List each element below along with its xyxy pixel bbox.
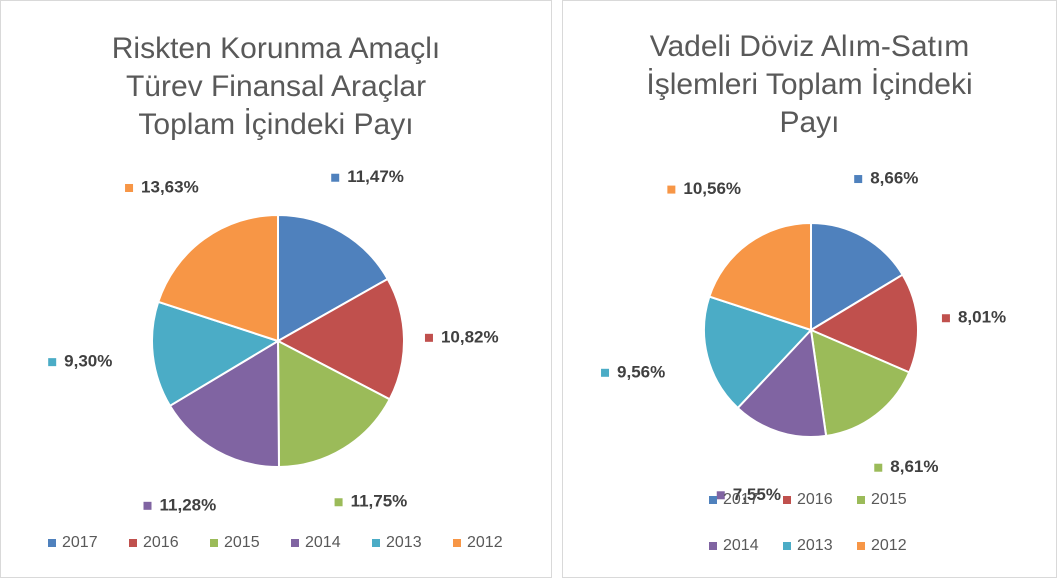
- legend-label: 2017: [62, 534, 98, 551]
- chart: Riskten Korunma Amaçlı Türev Finansal Ara…: [0, 0, 552, 578]
- data-label: 9,30%: [64, 352, 112, 371]
- label-marker: [667, 185, 676, 194]
- legend-swatch: [291, 539, 299, 547]
- legend-label: 2016: [143, 534, 179, 551]
- chart-title: Türev Finansal Araçlar: [126, 70, 426, 103]
- pie-slice: [277, 213, 390, 343]
- chart: Vadeli Döviz Alım-Satım İşlemleri Toplam …: [562, 0, 1057, 578]
- data-label: 11,28%: [160, 495, 217, 514]
- label-marker: [334, 498, 343, 507]
- label-marker: [424, 333, 433, 342]
- legend-swatch: [709, 496, 717, 504]
- pie-slice: [736, 327, 828, 438]
- label-marker: [874, 463, 883, 472]
- legend-swatch: [709, 542, 717, 550]
- label-marker: [48, 358, 57, 367]
- data-label: 10,82%: [441, 327, 499, 346]
- legend-label: 2015: [224, 534, 260, 551]
- legend-label: 2012: [467, 534, 503, 551]
- data-label: 10,56%: [683, 179, 741, 198]
- legend-label: 2014: [305, 534, 341, 551]
- data-label: 8,66%: [870, 169, 918, 188]
- chart-title: Toplam İçindeki Payı: [138, 108, 413, 141]
- label-marker: [854, 175, 863, 184]
- legend-swatch: [453, 539, 461, 547]
- legend-swatch: [857, 496, 865, 504]
- pie-slice: [151, 300, 281, 408]
- legend-label: 2017: [723, 491, 759, 508]
- legend-swatch: [210, 539, 218, 547]
- data-label: 8,01%: [958, 308, 1006, 327]
- pie-slice: [810, 221, 904, 332]
- data-label: 11,47%: [347, 167, 404, 186]
- data-label: 7,55%: [733, 485, 781, 504]
- legend-swatch: [372, 539, 380, 547]
- pie-slice: [708, 221, 812, 332]
- data-label: 13,63%: [141, 177, 199, 196]
- pie-slice: [703, 295, 813, 410]
- pie-slice: [275, 277, 405, 401]
- label-marker: [716, 491, 725, 500]
- legend-swatch: [783, 496, 791, 504]
- pie-slice: [809, 328, 911, 438]
- legend-swatch: [48, 539, 56, 547]
- legend-label: 2016: [797, 491, 833, 508]
- legend-swatch: [129, 539, 137, 547]
- label-marker: [941, 314, 950, 323]
- data-label: 8,61%: [890, 457, 938, 476]
- pie-slice: [808, 273, 919, 374]
- legend-swatch: [857, 542, 865, 550]
- chart-title: Riskten Korunma Amaçlı: [112, 32, 440, 65]
- data-label: 9,56%: [617, 362, 665, 381]
- label-marker: [143, 501, 152, 510]
- chart-title: Payı: [779, 106, 839, 139]
- label-marker: [331, 173, 340, 182]
- label-marker: [601, 368, 610, 377]
- data-label: 11,75%: [351, 492, 408, 511]
- pie-slice: [276, 339, 392, 469]
- legend-label: 2014: [723, 537, 759, 554]
- legend-label: 2013: [797, 537, 833, 554]
- legend-label: 2013: [386, 534, 422, 551]
- legend-label: 2015: [871, 491, 907, 508]
- legend-swatch: [783, 542, 791, 550]
- legend-label: 2012: [871, 537, 907, 554]
- pie-slice: [156, 213, 279, 343]
- chart-title: İşlemleri Toplam İçindeki: [646, 68, 972, 101]
- chart-title: Vadeli Döviz Alım-Satım: [650, 30, 970, 63]
- pie-slice: [168, 339, 280, 468]
- label-marker: [125, 183, 134, 192]
